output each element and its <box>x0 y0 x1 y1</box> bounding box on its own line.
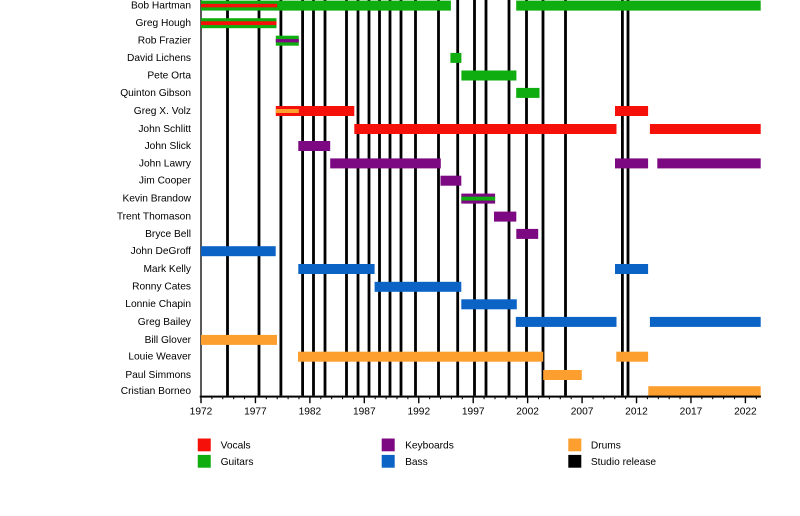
svg-text:Bryce Bell: Bryce Bell <box>145 229 191 240</box>
svg-text:Kevin Brandow: Kevin Brandow <box>122 194 191 205</box>
svg-text:Paul Simmons: Paul Simmons <box>125 370 191 381</box>
svg-text:Bill Glover: Bill Glover <box>145 335 192 346</box>
svg-text:1987: 1987 <box>353 407 376 418</box>
svg-text:John Lawry: John Lawry <box>139 158 192 169</box>
svg-text:John DeGroff: John DeGroff <box>131 246 192 257</box>
svg-text:1972: 1972 <box>190 407 213 418</box>
svg-text:Jim Cooper: Jim Cooper <box>139 176 192 187</box>
svg-text:Cristian Borneo: Cristian Borneo <box>121 386 192 397</box>
svg-text:2012: 2012 <box>625 407 648 418</box>
svg-text:Guitars: Guitars <box>221 457 254 468</box>
svg-text:1992: 1992 <box>407 407 430 418</box>
svg-text:Vocals: Vocals <box>221 440 251 451</box>
svg-text:Louie Weaver: Louie Weaver <box>128 352 191 363</box>
svg-text:1997: 1997 <box>462 407 485 418</box>
svg-text:John Schlitt: John Schlitt <box>138 124 191 135</box>
svg-text:Greg Bailey: Greg Bailey <box>138 317 192 328</box>
svg-text:Bob Hartman: Bob Hartman <box>131 1 191 12</box>
svg-text:1982: 1982 <box>299 407 322 418</box>
svg-text:Rob Frazier: Rob Frazier <box>138 36 192 47</box>
svg-text:Greg X. Volz: Greg X. Volz <box>134 106 191 117</box>
svg-text:Drums: Drums <box>591 440 621 451</box>
svg-text:2002: 2002 <box>516 407 539 418</box>
svg-text:2007: 2007 <box>571 407 594 418</box>
svg-text:Studio release: Studio release <box>591 457 656 468</box>
svg-text:Ronny Cates: Ronny Cates <box>132 282 191 293</box>
svg-text:Pete Orta: Pete Orta <box>147 70 191 81</box>
svg-text:Greg Hough: Greg Hough <box>136 18 192 29</box>
svg-text:Keyboards: Keyboards <box>405 440 454 451</box>
svg-text:Lonnie Chapin: Lonnie Chapin <box>125 299 191 310</box>
svg-text:Mark Kelly: Mark Kelly <box>143 264 191 275</box>
svg-text:John Slick: John Slick <box>145 141 192 152</box>
svg-text:1977: 1977 <box>244 407 267 418</box>
svg-text:Quinton Gibson: Quinton Gibson <box>120 88 191 99</box>
svg-text:2017: 2017 <box>680 407 703 418</box>
svg-text:Trent Thomason: Trent Thomason <box>117 212 191 223</box>
svg-text:2022: 2022 <box>734 407 757 418</box>
svg-text:Bass: Bass <box>405 457 428 468</box>
svg-text:David Lichens: David Lichens <box>127 53 191 64</box>
